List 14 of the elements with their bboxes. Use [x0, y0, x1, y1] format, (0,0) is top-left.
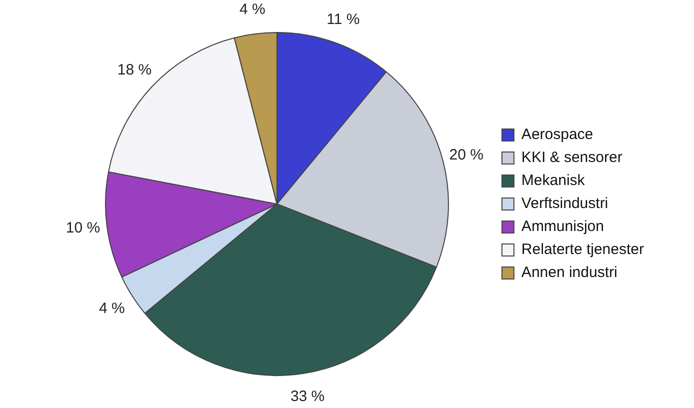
- data-label: 10 %: [66, 220, 100, 237]
- data-label: 4 %: [240, 1, 266, 18]
- legend-label: Ammunisjon: [521, 218, 604, 236]
- legend-label: Aerospace: [521, 126, 594, 144]
- data-label: 11 %: [326, 11, 360, 28]
- legend-label: Relaterte tjenester: [521, 241, 644, 258]
- legend-label: KKI & sensorer: [521, 149, 622, 166]
- data-label: 4 %: [98, 300, 125, 317]
- data-label: 33 %: [290, 388, 325, 406]
- legend-label: Annen industri: [521, 264, 618, 282]
- legend-label: Mekanisk: [521, 172, 586, 190]
- data-label: 18 %: [117, 61, 152, 78]
- data-label: 20 %: [449, 146, 484, 164]
- legend-label: Verftsindustri: [521, 195, 608, 212]
